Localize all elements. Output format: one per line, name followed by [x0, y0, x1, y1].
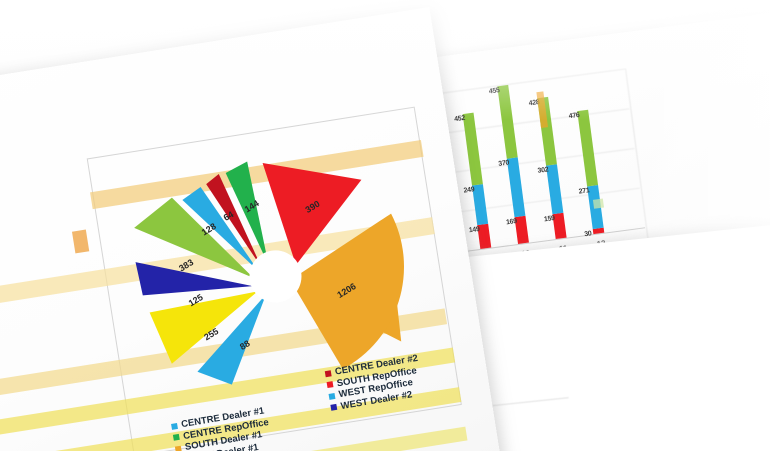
- bar-segment-red: 159: [544, 212, 567, 240]
- bar-segment-blue: 249: [463, 184, 489, 226]
- bar-segment-green: 476: [568, 109, 599, 187]
- legend-swatch-icon: [328, 392, 336, 400]
- bar-segment-blue: 302: [537, 164, 564, 214]
- bar-segment-green: 452: [454, 112, 483, 186]
- bar-segment-red: 169: [506, 215, 529, 244]
- report-page-left: 1206 390 144 64 128 383 125 255 88 CENTRE Dealer…: [0, 7, 503, 451]
- legend-swatch-icon: [171, 422, 178, 430]
- slice-125: [135, 262, 253, 296]
- bar-value-label: 30: [583, 230, 593, 239]
- bar-column: 30 271 476: [568, 109, 605, 238]
- orange-tab-marker: [71, 229, 90, 254]
- pie-chart: 1206 390 144 64 128 383 125 255 88: [119, 127, 425, 416]
- bar-value-label: 452: [453, 114, 466, 124]
- bar-column: 149 249 452: [454, 112, 492, 249]
- bar-segment-blue: 370: [498, 157, 526, 218]
- bar-value-label: 149: [468, 226, 481, 235]
- donut-hole: [249, 250, 302, 303]
- legend-swatch-icon: [324, 370, 332, 377]
- slice-1206-body: [290, 213, 404, 370]
- bar-segment-green: 455: [488, 84, 518, 159]
- slice-255: [149, 291, 258, 364]
- pie-chart-svg: [134, 161, 404, 385]
- legend-swatch-icon: [172, 434, 180, 442]
- legend-swatch-icon: [330, 404, 338, 411]
- legend-swatch-icon: [326, 381, 334, 389]
- slice-144: [225, 161, 269, 266]
- bar-column: 169 370 455: [488, 84, 529, 244]
- bar-value-label: 476: [568, 111, 580, 120]
- bar-value-label: 455: [488, 87, 501, 96]
- slice-64: [206, 174, 263, 269]
- slice-383: [134, 197, 254, 278]
- bar-value-label: 271: [578, 187, 590, 196]
- bar-segment-red: 149: [468, 223, 492, 249]
- bar-value-label: 249: [463, 186, 475, 195]
- slice-390: [262, 163, 362, 266]
- green-marker: [592, 198, 605, 209]
- bar-value-label: 302: [537, 166, 549, 176]
- legend-swatch-icon: [174, 445, 182, 451]
- bar-value-label: 169: [505, 217, 518, 227]
- slice-88: [197, 294, 267, 385]
- slice-128: [182, 187, 259, 272]
- bar-value-label: 159: [543, 214, 556, 223]
- bar-value-label: 370: [497, 159, 510, 168]
